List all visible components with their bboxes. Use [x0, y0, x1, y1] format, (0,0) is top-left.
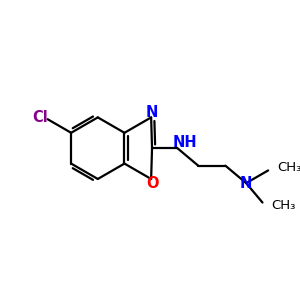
- Text: NH: NH: [172, 135, 197, 150]
- Text: N: N: [146, 105, 158, 120]
- Text: O: O: [146, 176, 158, 191]
- Text: CH₃: CH₃: [272, 199, 296, 212]
- Text: N: N: [240, 176, 252, 190]
- Text: CH₃: CH₃: [277, 161, 300, 174]
- Text: Cl: Cl: [32, 110, 48, 125]
